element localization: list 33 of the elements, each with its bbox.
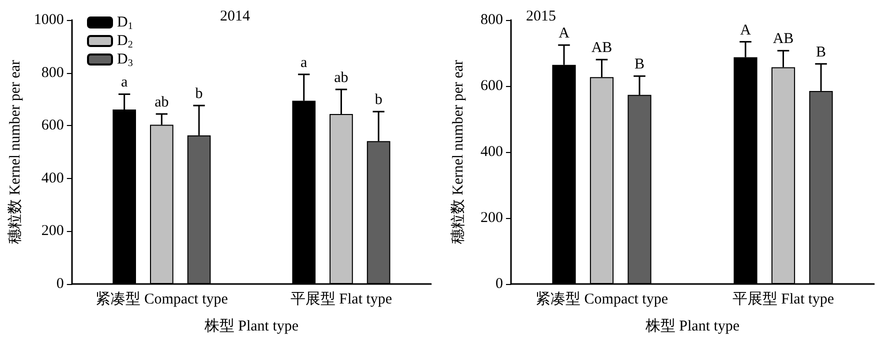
annotation: B (816, 44, 826, 60)
x-axis-title: 株型 Plant type (644, 318, 740, 334)
y-tick-label: 400 (41, 170, 64, 186)
y-tick-label: 200 (480, 210, 503, 226)
y-tick-label: 400 (480, 144, 503, 160)
annotation: ab (154, 94, 169, 110)
annotation: AB (772, 31, 794, 48)
y-tick-label: 0 (496, 276, 503, 292)
x-tick-label: 平展型 Flat type (732, 290, 834, 308)
chart-title: 2015 (526, 8, 556, 24)
chart-title: 2014 (220, 8, 250, 24)
annotation: AB (591, 40, 612, 56)
annotation: a (300, 54, 308, 71)
annotation: A (558, 26, 570, 42)
annotation: b (195, 86, 203, 102)
x-tick-label: 平展型 Flat type (290, 290, 392, 308)
y-tick-label: 200 (41, 223, 64, 240)
annotation: B (634, 56, 645, 73)
y-tick-label: 600 (41, 118, 64, 134)
annotation: A (740, 22, 752, 38)
y-tick-label: 800 (480, 12, 503, 28)
y-axis-title: 穗粒数 Kernel number per ear (450, 60, 466, 244)
y-tick-label: 1000 (34, 12, 64, 28)
annotation: a (120, 74, 128, 91)
x-tick-label: 紧凑型 Compact type (536, 290, 668, 308)
x-tick-label: 紧凑型 Compact type (95, 290, 228, 308)
annotation: b (374, 92, 382, 108)
y-tick-label: 600 (480, 78, 503, 94)
y-axis-title: 穗粒数 Kernel number per ear (6, 60, 24, 244)
y-tick-label: 0 (56, 276, 64, 292)
x-axis-title: 株型 Plant type (203, 318, 299, 334)
annotation: ab (334, 70, 348, 86)
y-tick-label: 800 (41, 64, 64, 81)
